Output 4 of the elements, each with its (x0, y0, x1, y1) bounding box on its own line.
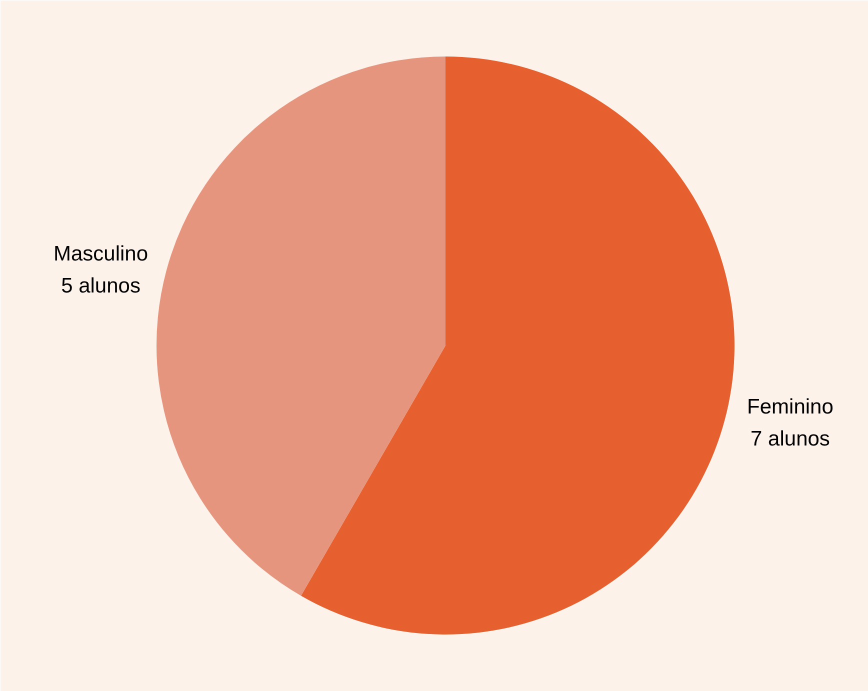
slice-label: Masculino (53, 242, 148, 266)
data-label: 7 alunos (750, 427, 830, 450)
data-label: 5 alunos (61, 274, 140, 298)
slice-label: Feminino (747, 395, 834, 418)
